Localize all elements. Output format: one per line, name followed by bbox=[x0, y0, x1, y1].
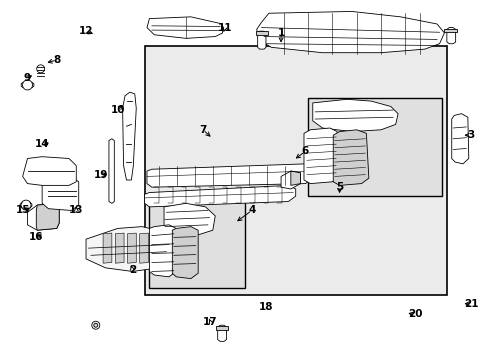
Polygon shape bbox=[444, 29, 456, 32]
Polygon shape bbox=[147, 17, 222, 39]
Polygon shape bbox=[42, 176, 79, 211]
Polygon shape bbox=[281, 171, 300, 189]
Circle shape bbox=[22, 80, 32, 90]
Text: 13: 13 bbox=[69, 206, 83, 216]
Polygon shape bbox=[163, 203, 215, 235]
Polygon shape bbox=[147, 164, 312, 187]
Text: 18: 18 bbox=[259, 302, 273, 312]
Text: 10: 10 bbox=[110, 105, 125, 115]
Polygon shape bbox=[290, 171, 300, 185]
Text: 5: 5 bbox=[335, 182, 343, 192]
Polygon shape bbox=[127, 233, 136, 263]
Circle shape bbox=[21, 200, 31, 210]
Text: 4: 4 bbox=[247, 206, 255, 216]
Circle shape bbox=[94, 323, 98, 327]
Polygon shape bbox=[149, 225, 176, 277]
Polygon shape bbox=[115, 233, 124, 263]
Polygon shape bbox=[172, 226, 198, 279]
Text: 9: 9 bbox=[24, 73, 31, 83]
Text: 21: 21 bbox=[463, 299, 478, 309]
Bar bbox=[149, 200, 244, 288]
Polygon shape bbox=[217, 325, 226, 341]
Polygon shape bbox=[255, 31, 267, 35]
Polygon shape bbox=[446, 28, 455, 44]
Polygon shape bbox=[122, 92, 136, 180]
Text: 14: 14 bbox=[35, 139, 49, 149]
Bar bbox=[144, 45, 446, 295]
Bar bbox=[307, 98, 441, 196]
Polygon shape bbox=[140, 233, 148, 263]
Text: 1: 1 bbox=[277, 28, 284, 38]
Polygon shape bbox=[103, 233, 112, 263]
Polygon shape bbox=[27, 203, 59, 230]
Text: 15: 15 bbox=[15, 206, 30, 216]
Polygon shape bbox=[22, 157, 76, 185]
Polygon shape bbox=[304, 128, 339, 184]
Text: 19: 19 bbox=[93, 170, 108, 180]
Circle shape bbox=[92, 321, 100, 329]
Text: 20: 20 bbox=[407, 310, 422, 319]
Polygon shape bbox=[312, 99, 397, 132]
Polygon shape bbox=[144, 185, 295, 207]
Text: 2: 2 bbox=[128, 265, 136, 275]
Polygon shape bbox=[256, 12, 444, 53]
Polygon shape bbox=[36, 203, 59, 230]
Polygon shape bbox=[257, 31, 265, 49]
Text: 16: 16 bbox=[28, 232, 43, 242]
Text: 3: 3 bbox=[467, 130, 474, 140]
Text: 8: 8 bbox=[53, 55, 61, 65]
Text: 17: 17 bbox=[203, 317, 217, 327]
Polygon shape bbox=[86, 226, 173, 271]
Text: 12: 12 bbox=[79, 26, 93, 36]
Circle shape bbox=[37, 65, 44, 73]
Text: 11: 11 bbox=[217, 23, 232, 33]
Polygon shape bbox=[109, 139, 114, 203]
Polygon shape bbox=[451, 114, 468, 164]
Polygon shape bbox=[332, 130, 368, 185]
Text: 7: 7 bbox=[199, 125, 206, 135]
Polygon shape bbox=[152, 233, 160, 263]
Text: 6: 6 bbox=[301, 146, 308, 156]
Polygon shape bbox=[215, 326, 227, 330]
